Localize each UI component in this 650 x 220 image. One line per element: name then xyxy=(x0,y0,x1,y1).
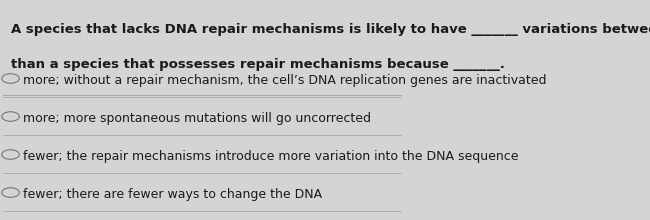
Text: more; more spontaneous mutations will go uncorrected: more; more spontaneous mutations will go… xyxy=(23,112,371,125)
Text: A species that lacks DNA repair mechanisms is likely to have _______ variations : A species that lacks DNA repair mechanis… xyxy=(10,23,650,36)
Text: more; without a repair mechanism, the cell’s DNA replication genes are inactivat: more; without a repair mechanism, the ce… xyxy=(23,74,547,87)
Text: than a species that possesses repair mechanisms because _______.: than a species that possesses repair mec… xyxy=(10,58,504,71)
Text: fewer; there are fewer ways to change the DNA: fewer; there are fewer ways to change th… xyxy=(23,188,322,201)
Text: fewer; the repair mechanisms introduce more variation into the DNA sequence: fewer; the repair mechanisms introduce m… xyxy=(23,150,519,163)
